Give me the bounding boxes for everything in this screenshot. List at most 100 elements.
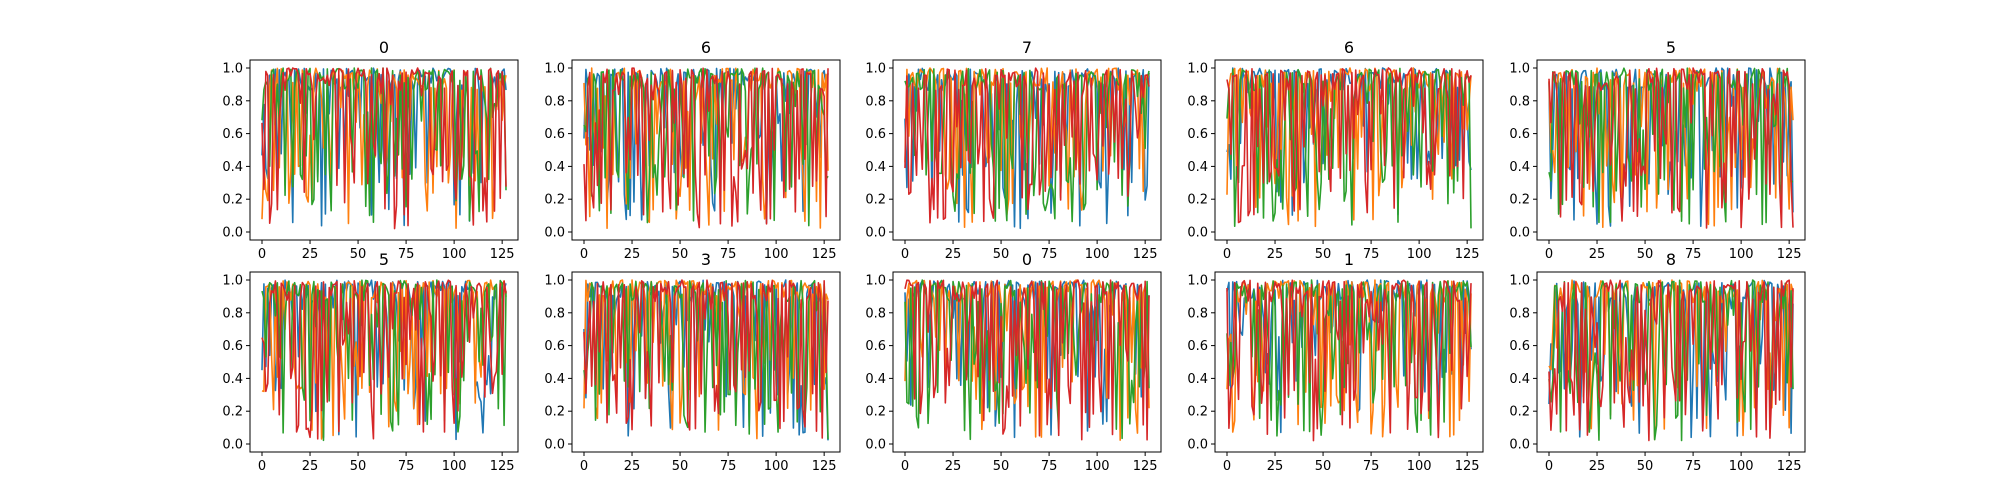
x-tick-label: 100 <box>1407 247 1432 262</box>
x-tick-label: 50 <box>672 459 689 474</box>
x-tick-label: 0 <box>258 247 266 262</box>
y-tick-label: 0.0 <box>1187 438 1208 453</box>
x-tick-label: 25 <box>1589 459 1606 474</box>
y-tick-label: 0.2 <box>1187 193 1208 208</box>
x-tick-label: 50 <box>993 247 1010 262</box>
y-tick-label: 0.4 <box>1509 372 1530 387</box>
x-tick-label: 0 <box>1545 459 1553 474</box>
axes-frame <box>1536 271 1806 453</box>
series-line-4 <box>1548 279 1794 442</box>
subplot-title: 3 <box>701 250 711 269</box>
subplot-title: 6 <box>701 38 711 57</box>
subplot-9: 1 0 25 50 75 100 125 0.0 0.2 0.4 0.6 0.8 1.0 <box>1187 250 1484 474</box>
axes-frame <box>249 59 519 241</box>
y-tick-label: 0.0 <box>1509 438 1530 453</box>
y-tick-label: 0.8 <box>544 306 565 321</box>
y-tick-label: 0.4 <box>544 372 565 387</box>
subplot-title: 0 <box>379 38 389 57</box>
subplot-3: 7 0 25 50 75 100 125 0.0 0.2 0.4 0.6 0.8 1.0 <box>865 38 1162 262</box>
x-tick-label: 0 <box>1545 247 1553 262</box>
y-tick-label: 0.6 <box>1187 339 1208 354</box>
series-line-4 <box>904 67 1150 224</box>
y-tick-label: 1.0 <box>222 62 243 77</box>
y-tick-label: 1.0 <box>544 62 565 77</box>
y-tick-label: 0.2 <box>544 405 565 420</box>
y-tick-label: 0.8 <box>222 306 243 321</box>
x-tick-label: 25 <box>302 459 319 474</box>
x-tick-label: 50 <box>1315 459 1332 474</box>
subplot-title: 1 <box>1344 250 1354 269</box>
x-tick-label: 50 <box>350 459 367 474</box>
y-tick-label: 0.2 <box>1509 405 1530 420</box>
y-tick-label: 0.6 <box>544 127 565 142</box>
x-tick-label: 125 <box>490 459 515 474</box>
y-tick-label: 0.4 <box>1509 160 1530 175</box>
y-tick-label: 0.8 <box>1509 306 1530 321</box>
subplot-10: 8 0 25 50 75 100 125 0.0 0.2 0.4 0.6 0.8 1.0 <box>1509 250 1806 474</box>
subplot-title: 5 <box>1666 38 1676 57</box>
y-tick-label: 0.0 <box>1187 226 1208 241</box>
subplot-title: 8 <box>1666 250 1676 269</box>
y-tick-label: 0.2 <box>222 193 243 208</box>
x-tick-label: 25 <box>945 459 962 474</box>
x-tick-label: 125 <box>1133 247 1158 262</box>
series-line-4 <box>261 67 507 230</box>
x-tick-label: 125 <box>1777 247 1802 262</box>
y-tick-label: 0.0 <box>222 226 243 241</box>
series-line-4 <box>261 279 507 440</box>
axes-frame <box>571 271 841 453</box>
subplot-2: 6 0 25 50 75 100 125 0.0 0.2 0.4 0.6 0.8 1.0 <box>544 38 841 262</box>
axes-frame <box>571 59 841 241</box>
y-tick-label: 0.6 <box>865 339 886 354</box>
x-tick-label: 75 <box>1363 247 1380 262</box>
y-tick-label: 0.6 <box>544 339 565 354</box>
y-tick-label: 0.2 <box>222 405 243 420</box>
y-tick-label: 0.8 <box>1187 94 1208 109</box>
y-tick-label: 0.2 <box>544 193 565 208</box>
x-tick-label: 100 <box>1085 247 1110 262</box>
y-tick-label: 0.6 <box>222 127 243 142</box>
x-tick-label: 125 <box>1777 459 1802 474</box>
x-tick-label: 75 <box>1363 459 1380 474</box>
y-tick-label: 0.8 <box>865 94 886 109</box>
y-tick-label: 0.2 <box>1187 405 1208 420</box>
y-tick-label: 0.4 <box>1187 160 1208 175</box>
series-line-4 <box>904 279 1150 441</box>
x-tick-label: 50 <box>672 247 689 262</box>
y-tick-label: 0.2 <box>865 193 886 208</box>
x-tick-label: 75 <box>398 247 415 262</box>
y-tick-label: 1.0 <box>865 274 886 289</box>
x-tick-label: 75 <box>720 247 737 262</box>
y-tick-label: 0.2 <box>1509 193 1530 208</box>
x-tick-label: 0 <box>1223 247 1231 262</box>
series-line-4 <box>1226 279 1472 442</box>
axes-frame <box>892 59 1162 241</box>
x-tick-label: 0 <box>901 247 909 262</box>
x-tick-label: 25 <box>1267 247 1284 262</box>
x-tick-label: 0 <box>258 459 266 474</box>
x-tick-label: 100 <box>1085 459 1110 474</box>
subplot-7: 3 0 25 50 75 100 125 0.0 0.2 0.4 0.6 0.8 1.0 <box>544 250 841 474</box>
y-tick-label: 0.0 <box>1509 226 1530 241</box>
y-tick-label: 0.8 <box>222 94 243 109</box>
y-tick-label: 0.8 <box>544 94 565 109</box>
x-tick-label: 100 <box>1729 459 1754 474</box>
x-tick-label: 75 <box>1685 247 1702 262</box>
axes-frame <box>249 271 519 453</box>
series-line-4 <box>583 67 829 229</box>
y-tick-label: 1.0 <box>1187 274 1208 289</box>
x-tick-label: 125 <box>490 247 515 262</box>
x-tick-label: 125 <box>812 459 837 474</box>
x-tick-label: 75 <box>1041 459 1058 474</box>
x-tick-label: 100 <box>764 247 789 262</box>
y-tick-label: 0.0 <box>865 438 886 453</box>
x-tick-label: 50 <box>1637 247 1654 262</box>
x-tick-label: 25 <box>624 247 641 262</box>
y-tick-label: 0.0 <box>544 438 565 453</box>
x-tick-label: 25 <box>302 247 319 262</box>
series-line-4 <box>583 279 829 439</box>
y-tick-label: 0.6 <box>865 127 886 142</box>
subplot-8: 0 0 25 50 75 100 125 0.0 0.2 0.4 0.6 0.8 1.0 <box>865 250 1162 474</box>
